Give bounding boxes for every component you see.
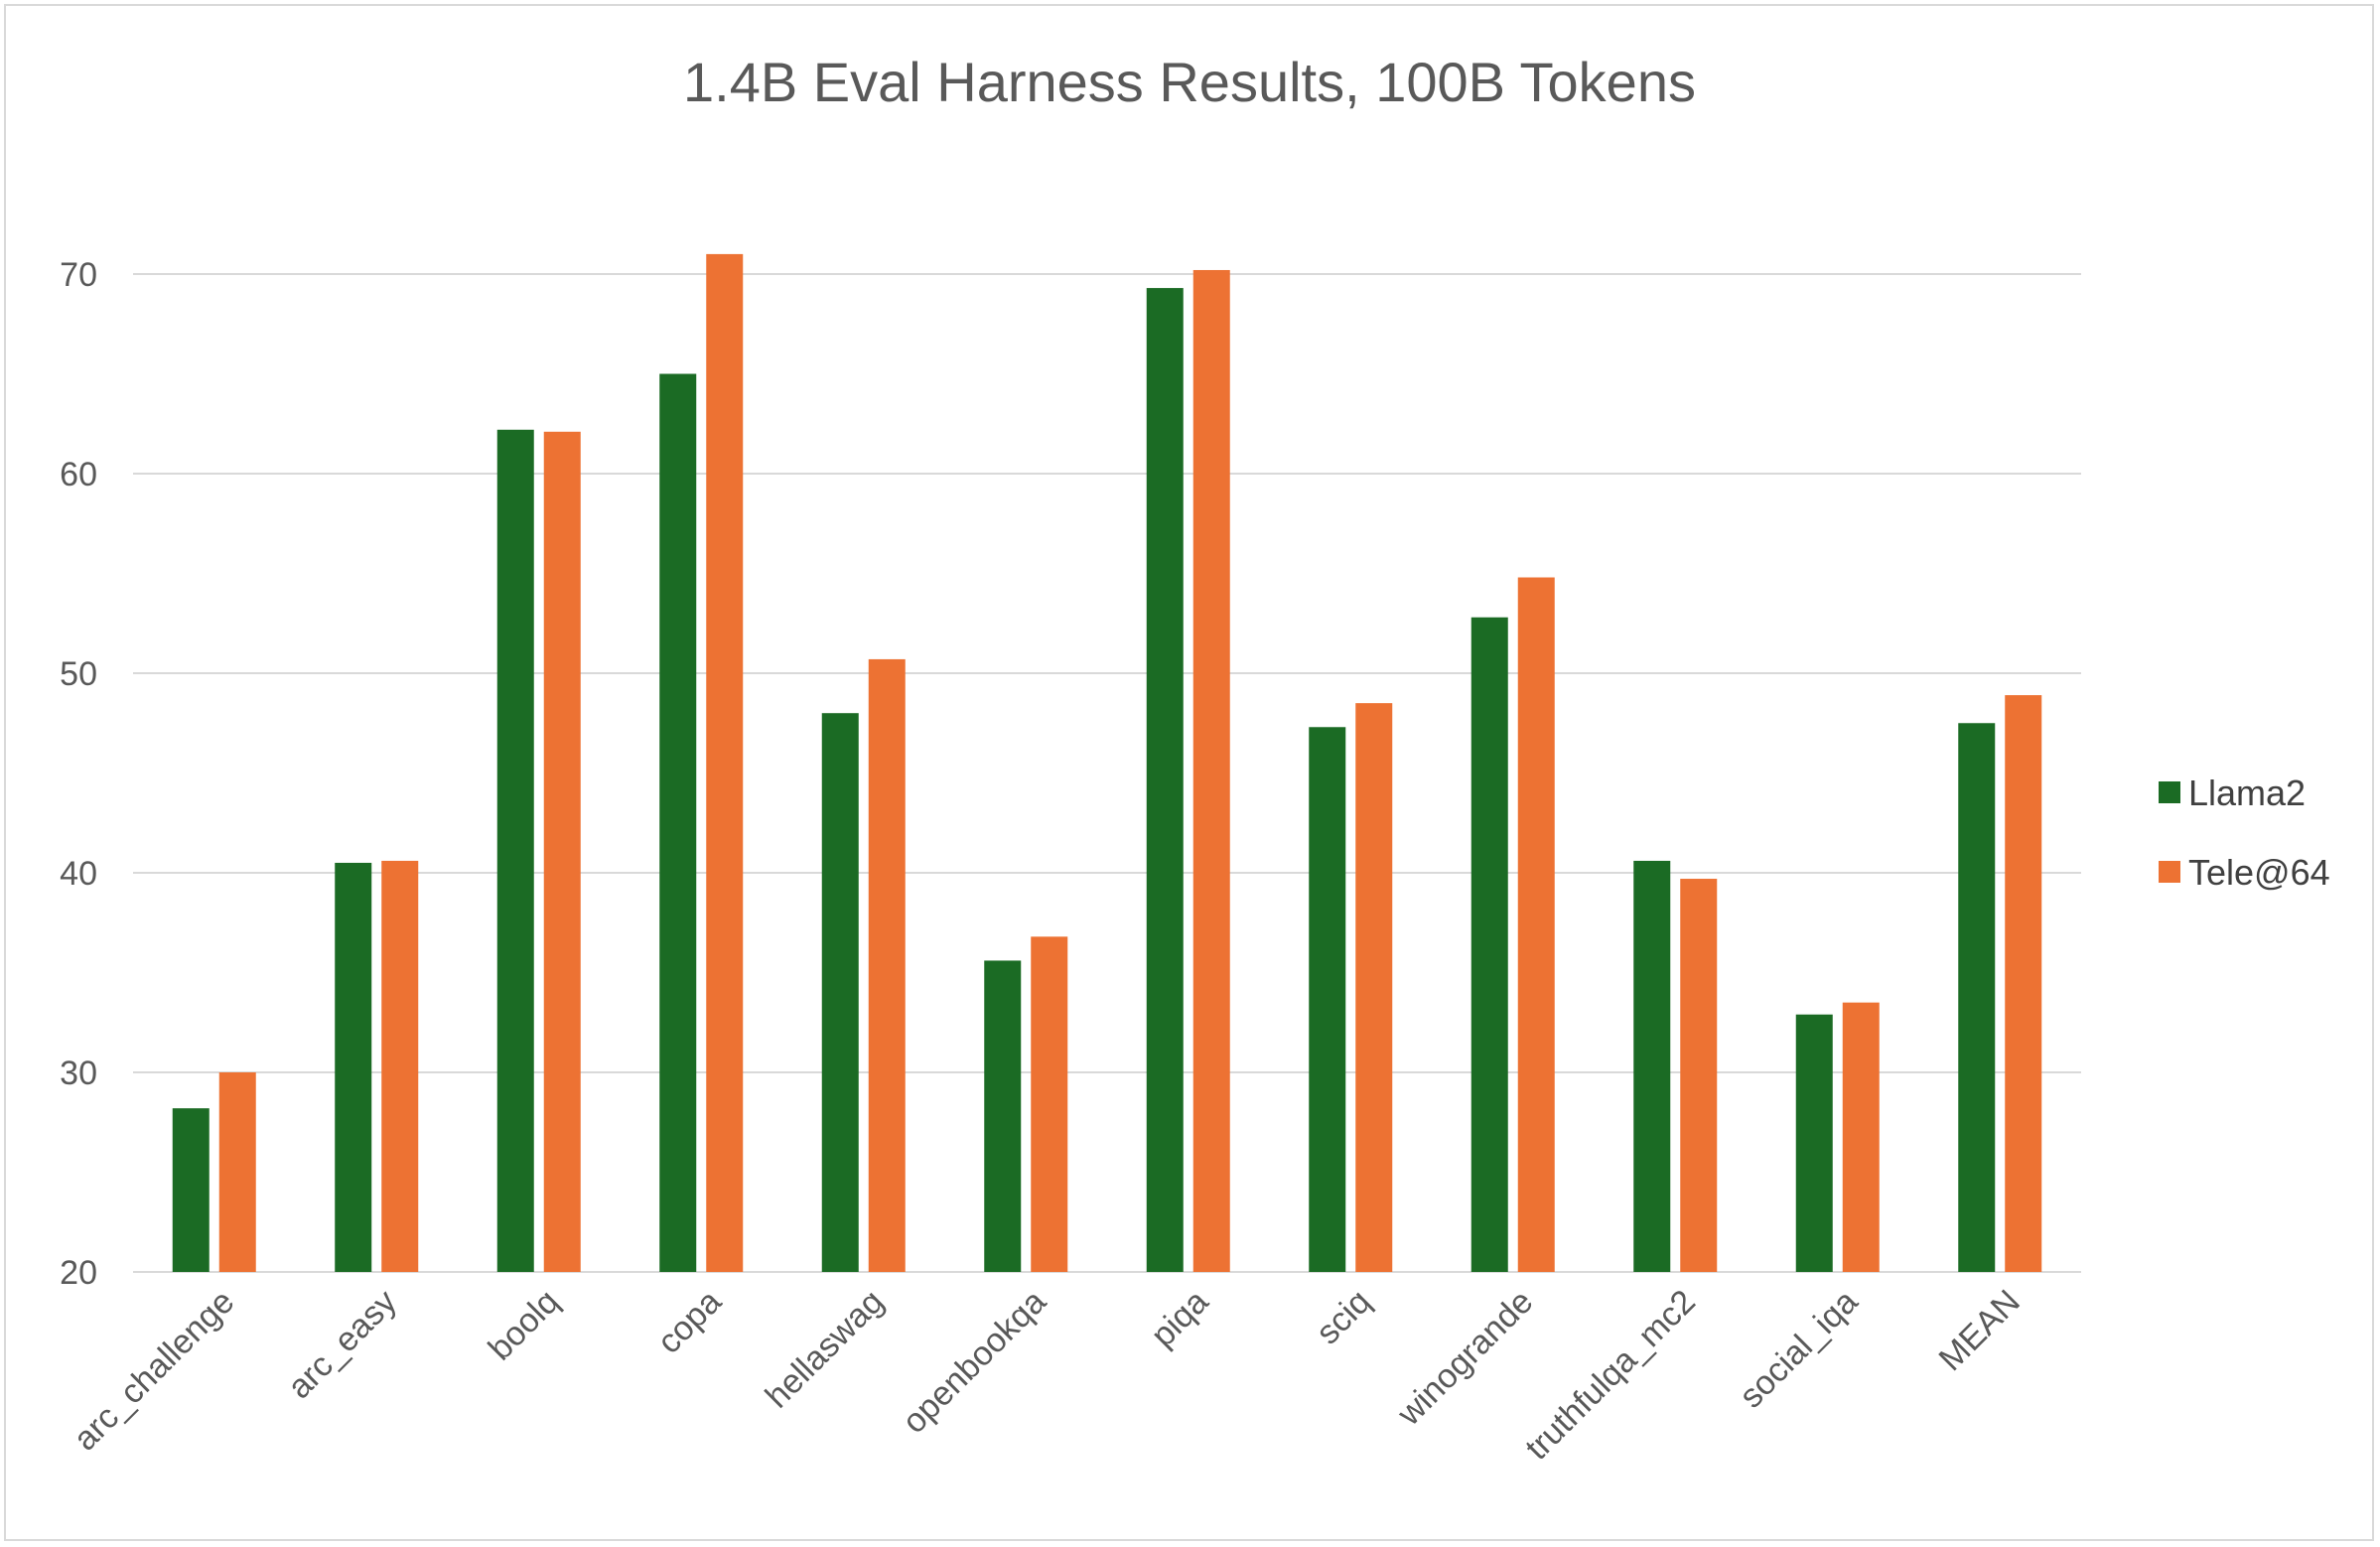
x-tick-label: arc_easy — [280, 1283, 403, 1406]
legend: Llama2 Tele@64 — [2159, 773, 2330, 893]
legend-label-tele64: Tele@64 — [2188, 852, 2330, 893]
bar-tele64-winogrande — [1517, 577, 1555, 1272]
legend-swatch-tele64 — [2159, 861, 2180, 883]
x-axis-categories: arc_challenge arc_easy boolq copa hellaswag o… — [67, 1283, 2028, 1468]
bar-tele64-arc_easy — [381, 860, 419, 1272]
x-tick-label: truthfulqa_mc2 — [1518, 1283, 1703, 1468]
x-tick-label: piqa — [1144, 1283, 1215, 1354]
bar-tele64-truthfulqa_mc2 — [1680, 879, 1718, 1272]
y-tick-label: 70 — [60, 256, 97, 294]
bar-tele64-copa — [706, 253, 744, 1272]
y-axis-ticks: 20 30 40 50 60 70 — [60, 256, 97, 1292]
bar-chart: 1.4B Eval Harness Results, 100B Tokens 2… — [60, 51, 2330, 1468]
bar-llama2-mean — [1958, 723, 1996, 1272]
bar-tele64-arc_challenge — [218, 1072, 256, 1272]
bar-tele64-piqa — [1192, 269, 1230, 1273]
legend-swatch-llama2 — [2159, 781, 2180, 803]
x-tick-label: social_iqa — [1733, 1283, 1866, 1416]
bar-llama2-sciq — [1309, 727, 1346, 1272]
y-tick-label: 60 — [60, 456, 97, 493]
y-tick-label: 50 — [60, 655, 97, 693]
y-tick-label: 30 — [60, 1055, 97, 1092]
bar-llama2-boolq — [496, 429, 534, 1272]
bar-tele64-social_iqa — [1842, 1002, 1880, 1272]
x-tick-label: hellaswag — [759, 1283, 892, 1416]
bar-llama2-arc_challenge — [172, 1108, 210, 1272]
bar-tele64-hellaswag — [868, 658, 906, 1272]
x-tick-label: MEAN — [1932, 1283, 2028, 1378]
y-tick-label: 40 — [60, 855, 97, 893]
bar-tele64-mean — [2005, 695, 2042, 1272]
chart-title: 1.4B Eval Harness Results, 100B Tokens — [683, 51, 1696, 113]
bar-llama2-social_iqa — [1795, 1014, 1833, 1272]
bars — [172, 253, 2042, 1273]
x-tick-label: winogrande — [1390, 1283, 1541, 1434]
y-tick-label: 20 — [60, 1254, 97, 1292]
x-tick-label: openbookqa — [896, 1283, 1053, 1441]
x-tick-label: copa — [650, 1283, 729, 1361]
bar-tele64-sciq — [1355, 703, 1393, 1272]
x-tick-label: boolq — [482, 1283, 567, 1368]
bar-tele64-openbookqa — [1031, 936, 1068, 1272]
bar-llama2-truthfulqa_mc2 — [1633, 860, 1671, 1272]
bar-tele64-boolq — [543, 431, 581, 1272]
bar-llama2-hellaswag — [821, 713, 859, 1272]
bar-llama2-piqa — [1146, 288, 1184, 1272]
bar-llama2-winogrande — [1470, 617, 1508, 1272]
bar-llama2-openbookqa — [984, 960, 1022, 1272]
x-tick-label: arc_challenge — [67, 1283, 242, 1459]
bar-llama2-copa — [659, 373, 697, 1272]
x-tick-label: sciq — [1309, 1283, 1378, 1352]
bar-llama2-arc_easy — [335, 862, 372, 1272]
gridlines — [133, 273, 2081, 1273]
legend-label-llama2: Llama2 — [2188, 773, 2306, 813]
chart-frame: 1.4B Eval Harness Results, 100B Tokens 2… — [4, 4, 2374, 1541]
